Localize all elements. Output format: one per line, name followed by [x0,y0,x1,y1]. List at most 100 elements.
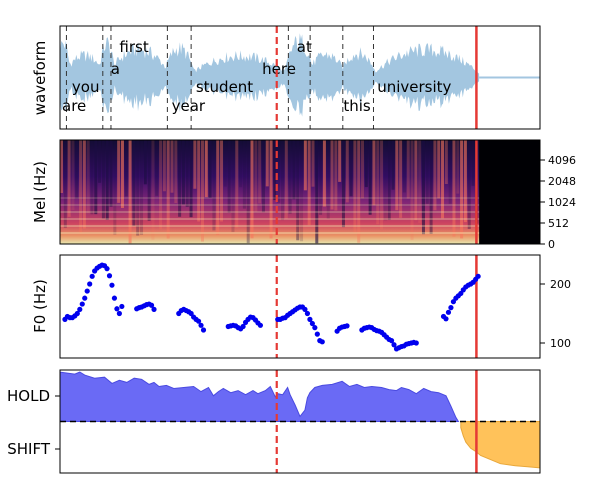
mel-streak [132,140,136,226]
mel-streak [159,140,163,230]
f0-point [307,316,313,322]
mel-streak [185,140,189,207]
mel-streak [98,140,102,183]
mel-streak [166,140,170,239]
f0-point [302,306,308,312]
f0-frame [59,254,541,359]
mel-streak [288,140,292,214]
mel-streak [399,140,403,218]
mel-streak [383,140,387,221]
mel-streak [67,140,71,217]
mel-harmonic [60,197,480,199]
mel-streak [303,140,307,191]
mel-streak [341,140,345,228]
mel-streak [307,140,311,226]
f0-point [304,310,311,317]
mel-streak [162,140,166,192]
mel-harmonic [60,204,480,206]
f0-point [314,331,320,337]
f0-point [448,305,454,311]
mel-streak [151,140,155,240]
mel-streak [364,140,368,188]
mel-streak [456,140,460,194]
turn-ytick-label: HOLD [7,387,50,405]
mel-streak [429,140,433,234]
mel-streak [216,140,220,235]
mel-streak [200,140,204,242]
f0-point [87,281,93,287]
mel-streak [338,140,342,182]
f0-point [475,273,481,279]
word-label: at [297,38,312,56]
mel-streak [425,140,429,204]
mel-streak [189,140,193,218]
mel-streak [315,140,319,244]
f0-point [443,316,449,322]
mel-ytick-label: 2048 [548,175,576,188]
mel-streak [376,140,380,225]
mel-streak [433,140,437,211]
mel-streak [372,140,376,206]
f0-point [413,340,419,346]
mel-streak [448,140,452,204]
mel-streak [124,140,128,197]
word-label: year [172,97,206,115]
mel-streak [311,140,315,187]
f0-yticks: 100 200 [540,278,571,350]
mel-streak [193,140,197,189]
mel-streak [82,140,86,229]
mel-streak [387,140,391,220]
mel-streak [208,140,212,198]
mel-ytick-label: 0 [548,238,555,251]
shift-area [460,421,540,469]
mel-harmonic [60,232,480,234]
mel-spectrogram [60,140,540,244]
mel-streak [71,140,75,210]
mel-streak [300,140,304,242]
mel-streak [406,140,410,199]
turn-yticks: HOLD SHIFT [7,387,60,458]
f0-point [77,306,83,312]
f0-point [445,309,452,315]
f0-point [79,301,85,307]
mel-streak [437,140,441,199]
mel-streak [322,140,326,207]
mel-streak [441,140,445,219]
mel-streak [421,140,425,235]
mel-streak [353,140,357,233]
f0-point [82,295,88,301]
mel-streak [452,140,456,237]
mel-streak [261,140,265,213]
mel-streak [273,140,277,200]
turn-ytick-label: SHIFT [7,440,51,458]
mel-streak [280,140,284,221]
mel-streak [212,140,216,231]
f0-point [111,295,118,301]
f0-point [89,273,95,279]
mel-streak [254,140,258,212]
mel-streak [395,140,399,211]
f0-point [119,303,125,310]
mel-streak [467,140,471,229]
mel-streak [101,140,105,219]
mel-streak [181,140,185,205]
word-label: you [72,78,100,96]
word-label: a [111,60,120,78]
mel-streak [349,140,353,197]
f0-point [319,339,325,345]
f0-point [116,310,122,317]
mel-streak [220,140,224,222]
mel-streak [418,140,422,223]
mel-ytick-label: 1024 [548,196,576,209]
mel-streak [368,140,372,215]
mel-streak [460,140,464,239]
mel-streak [147,140,151,221]
f0-point [312,325,318,331]
turn-frame [59,369,541,474]
mel-streak [269,140,273,239]
mel-streak [231,140,235,233]
mel-streak [174,140,178,204]
mel-streak [330,140,334,210]
